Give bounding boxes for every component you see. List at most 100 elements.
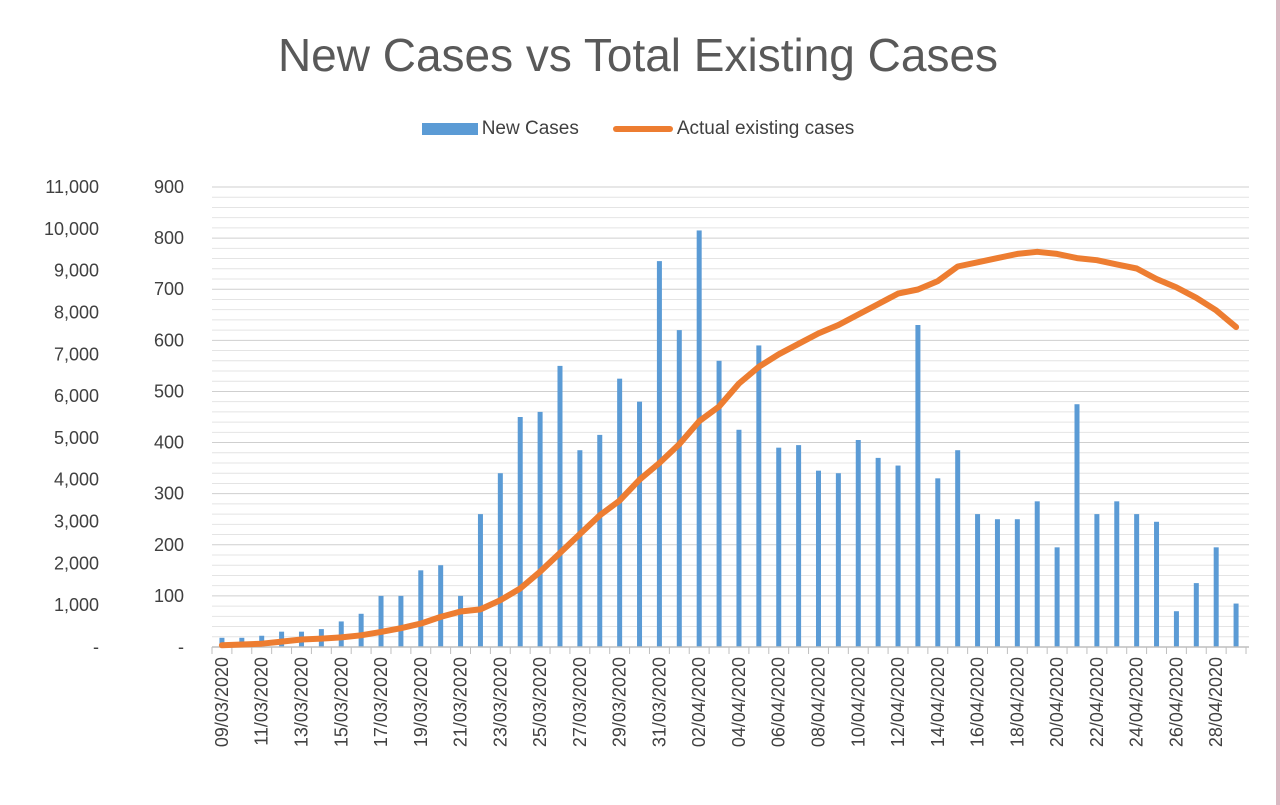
y-tick-label-existing-cases: 5,000 xyxy=(54,428,99,448)
y-tick-label-new-cases: 900 xyxy=(154,177,184,197)
x-tick-label: 18/04/2020 xyxy=(1007,657,1027,747)
x-tick-label: 09/03/2020 xyxy=(212,657,232,747)
bar-new-cases xyxy=(1114,501,1120,647)
bar-new-cases xyxy=(517,417,523,647)
x-tick-label: 29/03/2020 xyxy=(610,657,630,747)
x-tick-label: 26/04/2020 xyxy=(1166,657,1186,747)
x-tick-label: 14/04/2020 xyxy=(928,657,948,747)
bar-new-cases xyxy=(875,457,881,647)
y-tick-label-new-cases: 200 xyxy=(154,535,184,555)
y-tick-label-new-cases: - xyxy=(178,637,184,657)
bar-new-cases xyxy=(1213,547,1219,647)
bar-new-cases xyxy=(418,570,424,647)
y-tick-label-existing-cases: 1,000 xyxy=(54,595,99,615)
y-tick-label-new-cases: 800 xyxy=(154,228,184,248)
bar-new-cases xyxy=(736,429,742,647)
bar-new-cases xyxy=(1193,583,1199,647)
x-tick-label: 25/03/2020 xyxy=(530,657,550,747)
bar-new-cases xyxy=(1233,603,1239,647)
x-tick-label: 21/03/2020 xyxy=(451,657,471,747)
bar-new-cases xyxy=(994,519,1000,647)
bar-new-cases xyxy=(955,450,961,647)
y-tick-label-existing-cases: 11,000 xyxy=(45,177,99,197)
bar-new-cases xyxy=(935,478,941,647)
y-tick-label-existing-cases: - xyxy=(93,637,99,657)
y-tick-label-existing-cases: 2,000 xyxy=(54,553,99,573)
bar-new-cases xyxy=(1094,514,1100,647)
x-tick-label: 23/03/2020 xyxy=(490,657,510,747)
legend-label-existing-cases: Actual existing cases xyxy=(676,118,855,139)
x-tick-label: 19/03/2020 xyxy=(411,657,431,747)
x-tick-label: 06/04/2020 xyxy=(769,657,789,747)
x-tick-label: 16/04/2020 xyxy=(968,657,988,747)
y-tick-label-new-cases: 100 xyxy=(154,586,184,606)
bar-new-cases xyxy=(637,401,643,647)
y-tick-label-existing-cases: 8,000 xyxy=(54,302,99,322)
bar-new-cases xyxy=(696,230,702,647)
bar-new-cases xyxy=(617,378,623,647)
x-tick-label: 08/04/2020 xyxy=(808,657,828,747)
y-tick-label-existing-cases: 6,000 xyxy=(54,386,99,406)
x-tick-label: 20/04/2020 xyxy=(1047,657,1067,747)
chart-title: New Cases vs Total Existing Cases xyxy=(277,29,999,81)
bar-new-cases xyxy=(338,621,344,647)
bar-new-cases xyxy=(398,595,404,647)
y-tick-label-existing-cases: 4,000 xyxy=(54,470,99,490)
legend-item-existing-cases: Actual existing cases xyxy=(612,118,855,140)
bar-new-cases xyxy=(378,595,384,647)
bar-new-cases xyxy=(915,325,921,647)
bar-new-cases xyxy=(835,473,841,647)
legend-swatch-new-cases xyxy=(421,123,478,135)
x-tick-label: 28/04/2020 xyxy=(1206,657,1226,747)
bar-new-cases xyxy=(1173,611,1179,647)
y-tick-label-existing-cases: 7,000 xyxy=(54,344,99,364)
x-tick-label: 15/03/2020 xyxy=(331,657,351,747)
bar-new-cases xyxy=(358,613,364,647)
bar-new-cases xyxy=(716,360,722,647)
bar-new-cases xyxy=(458,595,464,647)
bar-new-cases xyxy=(855,440,861,647)
y-tick-label-new-cases: 600 xyxy=(154,330,184,350)
x-tick-label: 02/04/2020 xyxy=(689,657,709,747)
bar-new-cases xyxy=(815,470,821,647)
legend-swatch-existing-cases xyxy=(612,126,673,132)
x-tick-label: 13/03/2020 xyxy=(291,657,311,747)
bar-new-cases xyxy=(1034,501,1040,647)
x-tick-label: 24/04/2020 xyxy=(1127,657,1147,747)
legend-item-new-cases: New Cases xyxy=(421,118,579,140)
bar-new-cases xyxy=(438,565,444,647)
bar-new-cases xyxy=(477,514,483,647)
y-tick-label-new-cases: 400 xyxy=(154,433,184,453)
x-tick-label: 31/03/2020 xyxy=(649,657,669,747)
bar-new-cases xyxy=(796,445,802,647)
x-tick-label: 22/04/2020 xyxy=(1087,657,1107,747)
y-tick-label-existing-cases: 10,000 xyxy=(44,219,99,239)
bar-new-cases xyxy=(676,330,682,647)
bar-new-cases xyxy=(1014,519,1020,647)
line-existing-cases xyxy=(218,248,1240,649)
bar-new-cases xyxy=(1154,521,1160,647)
legend-label-new-cases: New Cases xyxy=(481,118,579,139)
y-tick-label-new-cases: 700 xyxy=(154,279,184,299)
y-tick-label-new-cases: 500 xyxy=(154,381,184,401)
x-tick-label: 12/04/2020 xyxy=(888,657,908,747)
bar-new-cases xyxy=(776,447,782,647)
bar-new-cases xyxy=(577,450,583,647)
legend: New Cases Actual existing cases xyxy=(0,118,1276,140)
x-tick-label: 27/03/2020 xyxy=(570,657,590,747)
bar-new-cases xyxy=(656,261,662,647)
bar-new-cases xyxy=(756,345,762,647)
bar-new-cases xyxy=(1134,514,1140,647)
y-tick-label-existing-cases: 9,000 xyxy=(54,261,99,281)
bar-new-cases xyxy=(497,473,503,647)
bar-new-cases xyxy=(537,411,543,647)
bar-new-cases xyxy=(557,365,563,647)
x-tick-label: 11/03/2020 xyxy=(252,657,272,746)
bar-new-cases xyxy=(1054,547,1060,647)
x-tick-label: 10/04/2020 xyxy=(848,657,868,747)
bar-new-cases xyxy=(1074,404,1080,647)
y-tick-label-existing-cases: 3,000 xyxy=(54,512,99,532)
y-tick-label-new-cases: 300 xyxy=(154,484,184,504)
